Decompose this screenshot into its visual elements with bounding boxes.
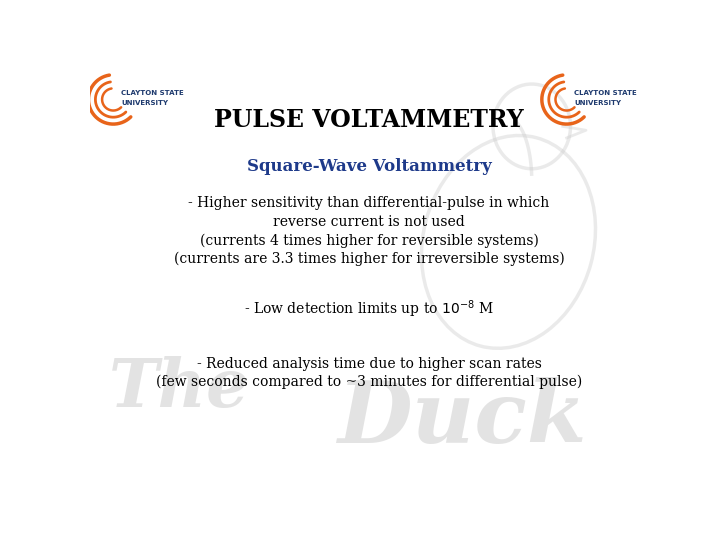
Text: (currents are 3.3 times higher for irreversible systems): (currents are 3.3 times higher for irrev…	[174, 252, 564, 266]
Text: Square-Wave Voltammetry: Square-Wave Voltammetry	[247, 158, 491, 175]
Text: reverse current is not used: reverse current is not used	[273, 215, 465, 229]
Text: UNIVERSITY: UNIVERSITY	[121, 100, 168, 106]
Text: - Higher sensitivity than differential-pulse in which: - Higher sensitivity than differential-p…	[189, 197, 549, 211]
Text: PULSE VOLTAMMETRY: PULSE VOLTAMMETRY	[214, 108, 524, 132]
Text: (few seconds compared to ~3 minutes for differential pulse): (few seconds compared to ~3 minutes for …	[156, 375, 582, 389]
Text: CLAYTON STATE: CLAYTON STATE	[575, 90, 637, 96]
Text: - Reduced analysis time due to higher scan rates: - Reduced analysis time due to higher sc…	[197, 356, 541, 370]
Text: UNIVERSITY: UNIVERSITY	[575, 100, 621, 106]
Text: - Low detection limits up to $10^{-8}$ M: - Low detection limits up to $10^{-8}$ M	[244, 299, 494, 320]
Text: CLAYTON STATE: CLAYTON STATE	[121, 90, 184, 96]
Text: Duck: Duck	[337, 377, 587, 461]
Text: The: The	[109, 356, 249, 421]
Text: (currents 4 times higher for reversible systems): (currents 4 times higher for reversible …	[199, 233, 539, 247]
